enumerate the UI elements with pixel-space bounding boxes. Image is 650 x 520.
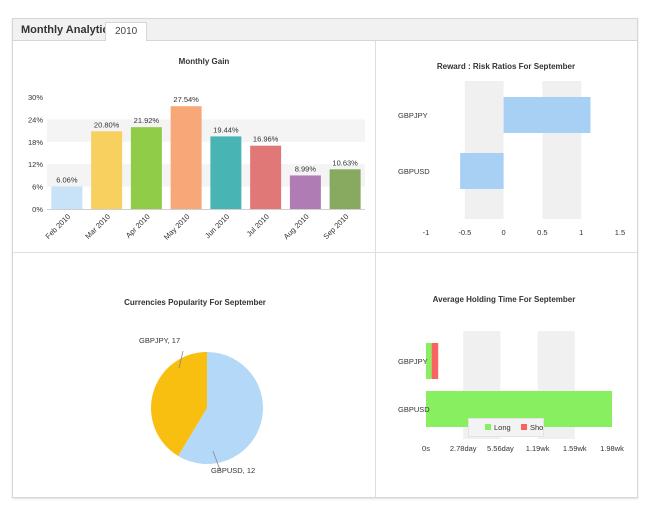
x-tick-label: May 2010 xyxy=(162,212,192,242)
x-tick-label: Feb 2010 xyxy=(44,212,73,241)
grid-band xyxy=(47,164,365,187)
chart-title: Currencies Popularity For September xyxy=(124,298,266,307)
x-tick-label: 0s xyxy=(422,444,430,453)
data-label: 8.99% xyxy=(295,164,317,173)
chart-title: Average Holding Time For September xyxy=(433,295,576,304)
pie-slice xyxy=(150,352,207,456)
y-category-label: GBPJPY xyxy=(398,357,428,366)
legend-swatch xyxy=(521,424,527,430)
chart-title: Monthly Gain xyxy=(179,57,230,66)
x-tick-label: Jun 2010 xyxy=(203,212,231,240)
panel-divider-vertical xyxy=(375,41,376,497)
slice-leader-line xyxy=(178,350,184,369)
y-tick-label: 30% xyxy=(28,93,43,102)
bar xyxy=(130,127,162,209)
bar-segment xyxy=(426,343,432,379)
x-tick-label: Sep 2010 xyxy=(321,212,350,241)
x-tick-label: 0 xyxy=(502,228,506,237)
monthly-gain-chart: Monthly Gain 0% 6% 12% 18% 24% 30% 6.06% Feb 20… xyxy=(28,57,365,242)
x-tick-label: Aug 2010 xyxy=(282,212,311,241)
data-label: 16.96% xyxy=(253,135,279,144)
x-tick-label: -0.5 xyxy=(458,228,471,237)
slice-label: GBPJPY, 17 xyxy=(139,336,180,345)
x-tick-label: 1.98wk xyxy=(600,444,624,453)
legend-swatch xyxy=(485,424,491,430)
bar xyxy=(91,131,123,209)
x-tick-label: Jul 2010 xyxy=(245,212,271,238)
holding-time-chart: Average Holding Time For September 0s 2.7… xyxy=(398,295,624,453)
y-tick-label: 12% xyxy=(28,160,43,169)
data-label: 27.54% xyxy=(173,95,199,104)
slice-label: GBPUSD, 12 xyxy=(211,466,255,475)
legend-label: Long xyxy=(494,423,511,432)
grid-band xyxy=(47,119,365,142)
y-category-label: GBPUSD xyxy=(398,405,430,414)
bar xyxy=(51,186,83,209)
analytics-frame: Monthly Analytics 2010 Monthly Gain 0% 6%… xyxy=(12,18,638,498)
data-label: 19.44% xyxy=(213,125,239,134)
holding-legend: Long Short xyxy=(468,418,549,437)
legend-label: Short xyxy=(530,423,543,432)
data-label: 6.06% xyxy=(56,175,78,184)
y-tick-label: 0% xyxy=(32,205,43,214)
y-tick-label: 6% xyxy=(32,183,43,192)
bar xyxy=(289,175,321,209)
currencies-pie-chart: Currencies Popularity For September GBPJ… xyxy=(124,298,266,475)
data-label: 10.63% xyxy=(332,158,358,167)
x-tick-label: 1.5 xyxy=(615,228,625,237)
grid-band xyxy=(464,81,504,219)
data-label: 21.92% xyxy=(134,116,160,125)
bar xyxy=(460,153,504,189)
y-category-label: GBPUSD xyxy=(398,167,430,176)
x-tick-label: 5.56day xyxy=(487,444,514,453)
bar xyxy=(250,145,282,209)
x-tick-label: Mar 2010 xyxy=(83,212,112,241)
legend-content: Long Short xyxy=(485,423,549,432)
bar xyxy=(170,106,202,209)
x-tick-label: 2.78day xyxy=(450,444,477,453)
tab-monthly-analytics[interactable]: Monthly Analytics xyxy=(21,24,115,36)
bar xyxy=(329,169,361,209)
bar-segment xyxy=(431,343,439,379)
tab-bar: Monthly Analytics 2010 xyxy=(13,19,637,41)
x-tick-label: 1.59wk xyxy=(563,444,587,453)
tab-year[interactable]: 2010 xyxy=(105,22,148,41)
x-tick-label: 1 xyxy=(579,228,583,237)
chart-title: Reward : Risk Ratios For September xyxy=(437,62,575,71)
pie-slice xyxy=(178,352,263,464)
x-tick-label: 1.19wk xyxy=(526,444,550,453)
data-label: 20.80% xyxy=(94,120,120,129)
bar xyxy=(210,136,242,209)
y-tick-label: 24% xyxy=(28,115,43,124)
bar xyxy=(503,97,591,133)
panel-divider-horizontal xyxy=(13,252,637,253)
slice-leader-line xyxy=(212,450,221,471)
x-tick-label: Apr 2010 xyxy=(124,212,152,240)
x-tick-label: 0.5 xyxy=(537,228,547,237)
y-tick-label: 18% xyxy=(28,138,43,147)
reward-risk-chart: Reward : Risk Ratios For September -1 -0.… xyxy=(398,62,625,237)
y-category-label: GBPJPY xyxy=(398,111,428,120)
x-tick-label: -1 xyxy=(423,228,430,237)
